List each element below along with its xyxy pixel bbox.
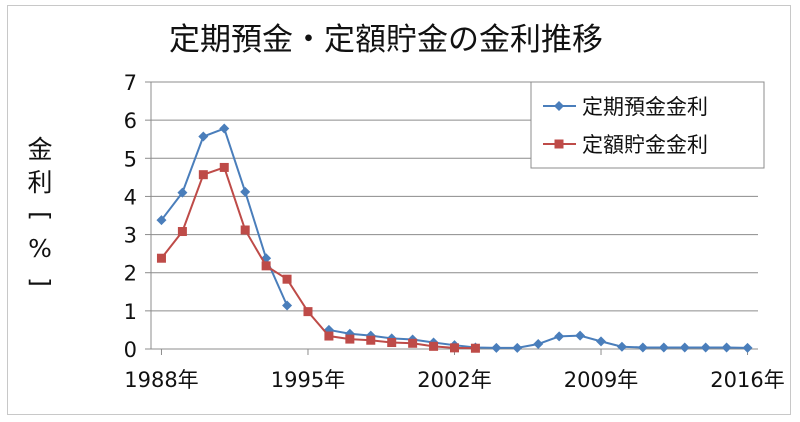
y-tick-label: 0 <box>124 338 137 362</box>
data-point <box>240 186 251 197</box>
legend-item: 定額貯金金利 <box>543 133 708 157</box>
x-tick-label: 1988年 <box>124 368 198 392</box>
data-point <box>616 341 627 352</box>
data-point <box>450 343 459 353</box>
data-point <box>324 331 334 341</box>
x-tick-labels: 1988年 1995年 2002年 2009年 2016年 <box>124 368 785 392</box>
data-point <box>177 187 188 198</box>
data-point <box>219 162 229 172</box>
y-axis-label-char: 利 <box>27 168 52 197</box>
data-point <box>366 335 376 345</box>
data-point <box>282 300 293 311</box>
x-tick-label: 1995年 <box>271 368 345 392</box>
data-point <box>240 225 250 235</box>
x-tick-label: 2002年 <box>417 368 491 392</box>
y-tick-label: 1 <box>124 300 137 324</box>
y-axis-label-char: [ <box>26 211 55 221</box>
chart-title: 定期預金・定額貯金の金利推移 <box>169 22 603 58</box>
data-point <box>554 331 565 342</box>
series-square <box>156 162 480 353</box>
data-point <box>575 330 586 341</box>
data-point <box>156 253 166 263</box>
y-tick-label: 2 <box>124 262 137 286</box>
data-point <box>700 342 711 353</box>
y-axis-label-char: % <box>28 234 52 263</box>
data-point <box>470 343 480 353</box>
data-point <box>261 261 271 271</box>
legend-label: 定額貯金金利 <box>582 133 708 157</box>
y-tick-label: 6 <box>124 109 137 133</box>
data-point <box>429 341 439 351</box>
data-point <box>533 339 544 350</box>
data-point <box>554 101 564 111</box>
data-point <box>637 342 648 353</box>
data-point <box>658 342 669 353</box>
y-tick-label: 4 <box>124 185 137 209</box>
data-point <box>387 338 397 348</box>
data-point <box>303 307 313 317</box>
data-point <box>345 334 355 344</box>
data-point <box>408 338 418 348</box>
data-point <box>554 139 564 149</box>
data-point <box>282 274 292 284</box>
data-point <box>198 131 209 142</box>
legend-item: 定期預金金利 <box>543 95 708 119</box>
data-point <box>219 123 230 134</box>
data-point <box>721 342 732 353</box>
y-tick-labels: 0 1 2 3 4 5 6 7 <box>124 71 137 362</box>
data-point <box>512 342 523 353</box>
data-point <box>679 342 690 353</box>
y-tick-label: 7 <box>124 71 137 95</box>
legend-label: 定期預金金利 <box>582 95 708 119</box>
data-point <box>742 342 753 353</box>
chart-frame: 定期預金・定額貯金の金利推移 金利 [%] 0 1 2 3 4 5 6 7 1988年 1995年… <box>7 5 791 415</box>
y-tick-label: 5 <box>124 147 137 171</box>
chart-svg: 定期預金・定額貯金の金利推移 金利 [%] 0 1 2 3 4 5 6 7 1988年 1995年… <box>26 22 785 392</box>
x-tick-label: 2016年 <box>710 368 784 392</box>
series-line <box>160 166 476 350</box>
legend-box <box>530 81 765 169</box>
y-tick-label: 3 <box>124 224 137 248</box>
data-point <box>596 336 607 347</box>
data-point <box>198 170 208 180</box>
series-group <box>156 123 753 353</box>
x-tick-label: 2009年 <box>564 368 638 392</box>
data-point <box>491 342 502 353</box>
y-axis-label-char: 金 <box>27 135 52 164</box>
y-axis-label: 金利 [%] <box>26 135 55 287</box>
y-axis-label-char: ] <box>26 277 55 287</box>
data-point <box>177 227 187 237</box>
series-line <box>160 127 288 306</box>
data-point <box>156 215 167 226</box>
